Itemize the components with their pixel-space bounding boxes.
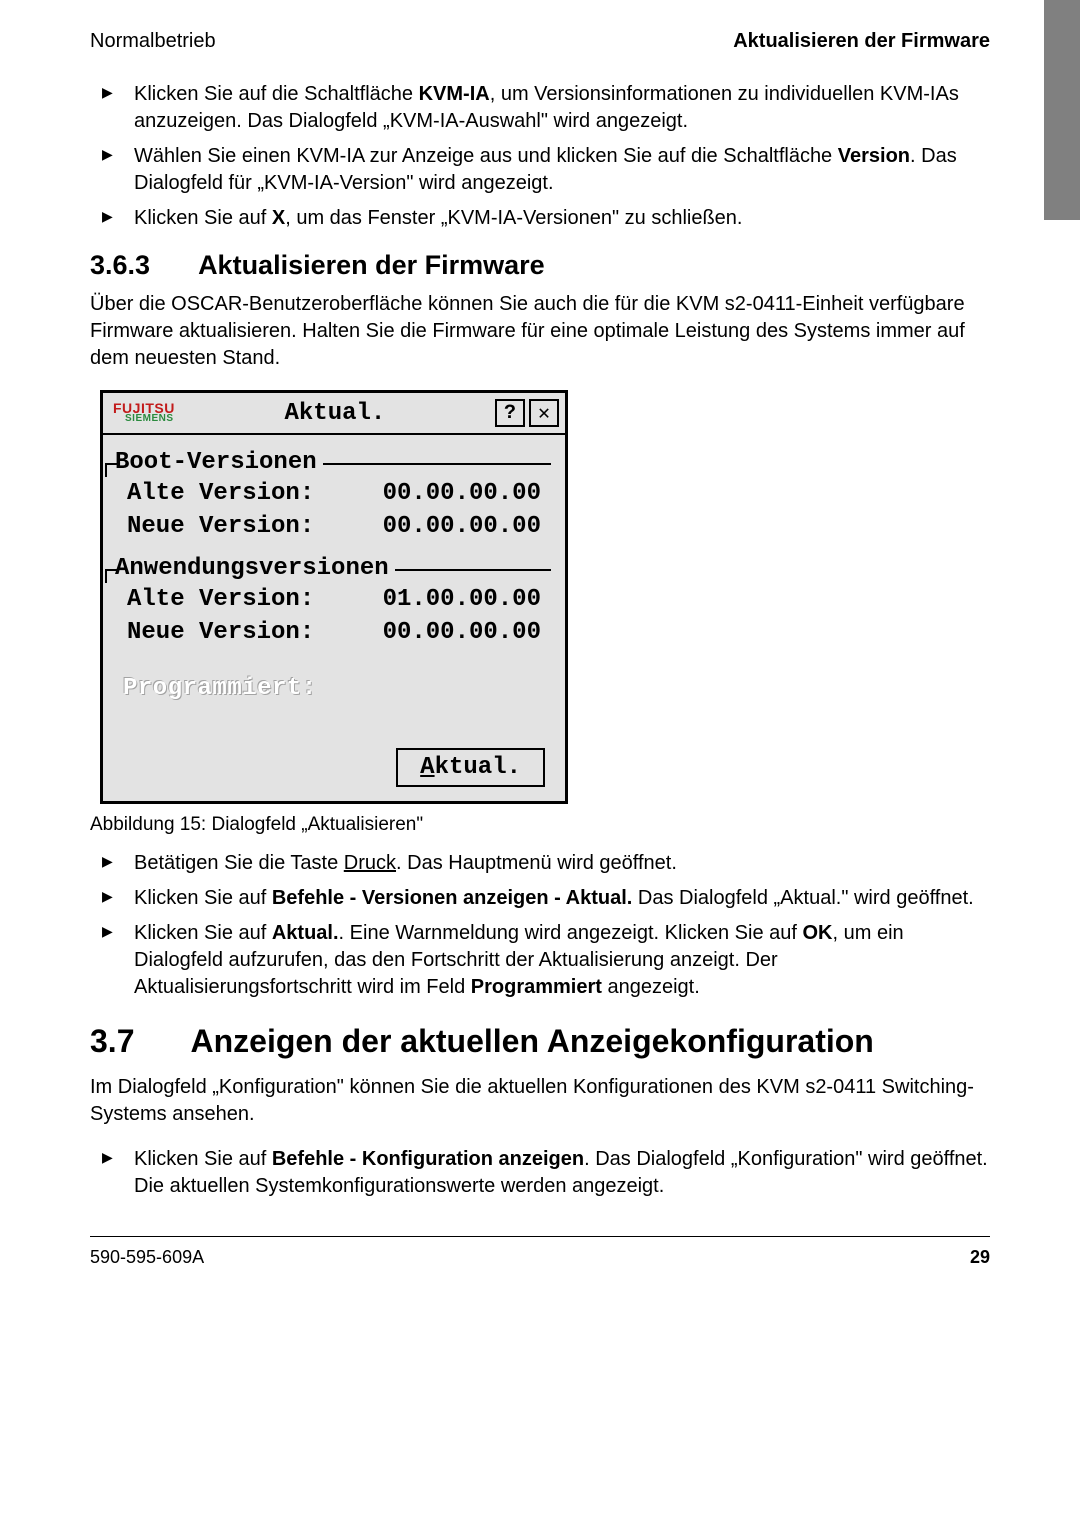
text: Klicken Sie auf: [134, 1148, 272, 1170]
list-item: Betätigen Sie die Taste Druck. Das Haupt…: [90, 850, 990, 877]
bold-text: Befehle - Konfiguration anzeigen: [272, 1148, 584, 1170]
boot-legend: Boot-Versionen: [113, 449, 323, 476]
footer-page-number: 29: [970, 1247, 990, 1268]
dialog-figure: FUJITSU SIEMENS Aktual. ? ✕ Boot-Version…: [100, 390, 990, 804]
boot-new-value: 00.00.00.00: [383, 513, 541, 540]
titlebar-left: FUJITSU SIEMENS: [113, 403, 175, 422]
heading-number: 3.6.3: [90, 250, 150, 281]
aktual-dialog: FUJITSU SIEMENS Aktual. ? ✕ Boot-Version…: [100, 390, 568, 804]
boot-new-label: Neue Version:: [127, 513, 314, 540]
dialog-title: Aktual.: [175, 400, 495, 427]
page-header: Normalbetrieb Aktualisieren der Firmware: [90, 30, 990, 53]
app-new-row: Neue Version: 00.00.00.00: [125, 616, 543, 649]
bold-text: X: [272, 207, 285, 229]
help-icon[interactable]: ?: [495, 399, 525, 427]
text: angezeigt.: [602, 976, 700, 998]
boot-old-row: Alte Version: 00.00.00.00: [125, 477, 543, 510]
button-underline-char: A: [420, 754, 434, 781]
list-item: Klicken Sie auf Aktual.. Eine Warnmeldun…: [90, 920, 990, 1001]
heading-number: 3.7: [90, 1023, 134, 1060]
mid-bullet-list: Betätigen Sie die Taste Druck. Das Haupt…: [90, 850, 990, 1001]
dialog-body: Boot-Versionen Alte Version: 00.00.00.00…: [103, 435, 565, 801]
list-item: Klicken Sie auf Befehle - Konfiguration …: [90, 1146, 990, 1200]
text: Klicken Sie auf: [134, 207, 272, 229]
side-tab-decoration: [1044, 0, 1080, 220]
app-old-value: 01.00.00.00: [383, 586, 541, 613]
titlebar-buttons: ? ✕: [495, 399, 559, 427]
app-old-label: Alte Version:: [127, 586, 314, 613]
dialog-footer: Aktual.: [117, 748, 551, 787]
button-rest: ktual.: [435, 754, 521, 781]
heading-title: Aktualisieren der Firmware: [198, 250, 545, 281]
boot-versionen-group: Boot-Versionen Alte Version: 00.00.00.00…: [117, 463, 551, 547]
bold-text: OK: [803, 922, 833, 944]
section-37-paragraph: Im Dialogfeld „Konfiguration" können Sie…: [90, 1074, 990, 1128]
top-bullet-list: Klicken Sie auf die Schaltfläche KVM-IA,…: [90, 81, 990, 232]
bold-text: Programmiert: [471, 976, 602, 998]
header-right: Aktualisieren der Firmware: [733, 30, 990, 53]
close-icon[interactable]: ✕: [529, 399, 559, 427]
text: Betätigen Sie die Taste: [134, 852, 344, 874]
heading-3-6-3: 3.6.3 Aktualisieren der Firmware: [90, 250, 990, 281]
heading-3-7: 3.7 Anzeigen der aktuellen Anzeigekonfig…: [90, 1023, 990, 1060]
bold-text: Befehle - Versionen anzeigen - Aktual.: [272, 887, 632, 909]
bold-text: Aktual.: [272, 922, 339, 944]
text: Klicken Sie auf: [134, 887, 272, 909]
text: , um das Fenster „KVM-IA-Versionen" zu s…: [285, 207, 742, 229]
anwendungs-versionen-group: Anwendungsversionen Alte Version: 01.00.…: [117, 569, 551, 653]
aktual-button[interactable]: Aktual.: [396, 748, 545, 787]
text: Wählen Sie einen KVM-IA zur Anzeige aus …: [134, 145, 838, 167]
fujitsu-siemens-logo: FUJITSU SIEMENS: [113, 403, 175, 422]
dialog-titlebar: FUJITSU SIEMENS Aktual. ? ✕: [103, 393, 565, 435]
list-item: Wählen Sie einen KVM-IA zur Anzeige aus …: [90, 143, 990, 197]
text: Klicken Sie auf die Schaltfläche: [134, 83, 419, 105]
list-item: Klicken Sie auf X, um das Fenster „KVM-I…: [90, 205, 990, 232]
text: . Eine Warnmeldung wird angezeigt. Klick…: [339, 922, 803, 944]
page: Normalbetrieb Aktualisieren der Firmware…: [0, 0, 1080, 1298]
app-old-row: Alte Version: 01.00.00.00: [125, 583, 543, 616]
app-new-label: Neue Version:: [127, 619, 314, 646]
app-new-value: 00.00.00.00: [383, 619, 541, 646]
heading-title: Anzeigen der aktuellen Anzeigekonfigurat…: [190, 1023, 873, 1060]
list-item: Klicken Sie auf die Schaltfläche KVM-IA,…: [90, 81, 990, 135]
text: Klicken Sie auf: [134, 922, 272, 944]
programmiert-label: Programmiert:: [123, 675, 551, 702]
section-363-paragraph: Über die OSCAR-Benutzeroberfläche können…: [90, 291, 990, 372]
figure-caption: Abbildung 15: Dialogfeld „Aktualisieren": [90, 814, 990, 836]
bold-text: Version: [838, 145, 910, 167]
boot-old-label: Alte Version:: [127, 480, 314, 507]
underline-text: Druck: [344, 852, 396, 874]
list-item: Klicken Sie auf Befehle - Versionen anze…: [90, 885, 990, 912]
boot-new-row: Neue Version: 00.00.00.00: [125, 510, 543, 543]
logo-bottom: SIEMENS: [125, 415, 175, 423]
text: . Das Hauptmenü wird geöffnet.: [396, 852, 677, 874]
bold-text: KVM-IA: [419, 83, 490, 105]
app-legend: Anwendungsversionen: [113, 555, 395, 582]
page-footer: 590-595-609A 29: [90, 1236, 990, 1268]
boot-old-value: 00.00.00.00: [383, 480, 541, 507]
footer-left: 590-595-609A: [90, 1247, 204, 1268]
text: Das Dialogfeld „Aktual." wird geöffnet.: [632, 887, 973, 909]
header-left: Normalbetrieb: [90, 30, 216, 53]
bottom-bullet-list: Klicken Sie auf Befehle - Konfiguration …: [90, 1146, 990, 1200]
